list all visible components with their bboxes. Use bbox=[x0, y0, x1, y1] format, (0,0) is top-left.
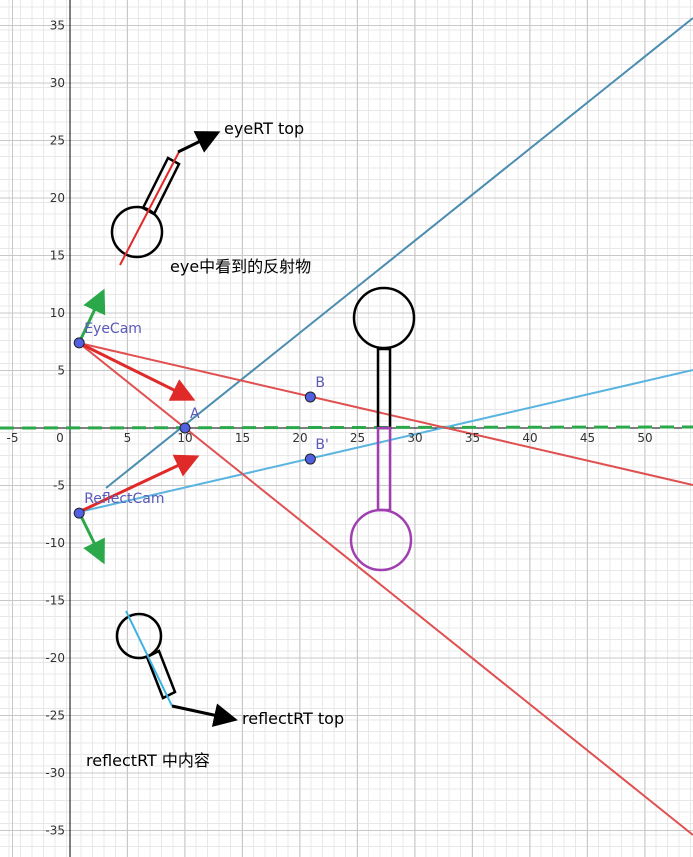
y-tick-label: -25 bbox=[45, 709, 65, 723]
annotation: reflectRT top bbox=[242, 709, 344, 728]
x-tick-label: -5 bbox=[7, 431, 19, 445]
arrow bbox=[78, 341, 196, 401]
point bbox=[73, 337, 85, 349]
y-tick-label: -10 bbox=[45, 536, 65, 550]
reflect-rt bbox=[125, 610, 173, 707]
annotation: eye中看到的反射物 bbox=[170, 257, 311, 276]
point-label: B' bbox=[315, 437, 328, 453]
x-tick-label: 5 bbox=[124, 431, 132, 445]
point bbox=[73, 507, 85, 519]
y-tick-label: 25 bbox=[50, 134, 65, 148]
arrow bbox=[171, 703, 238, 727]
x-tick-label: 30 bbox=[407, 431, 422, 445]
reflection-head bbox=[349, 508, 413, 572]
y-tick-label: -5 bbox=[53, 479, 65, 493]
y-tick-label: -20 bbox=[45, 651, 65, 665]
x-tick-label: 10 bbox=[177, 431, 192, 445]
y-tick-label: 15 bbox=[50, 249, 65, 263]
y-tick-label: -35 bbox=[45, 824, 65, 838]
arrow bbox=[177, 131, 221, 154]
point-label: ReflectCam bbox=[84, 491, 164, 507]
y-tick-label: -30 bbox=[45, 766, 65, 780]
x-tick-label: 40 bbox=[522, 431, 537, 445]
points: EyeCam ReflectCam A B B' bbox=[73, 321, 329, 519]
eye-head bbox=[110, 205, 164, 259]
arrow bbox=[78, 454, 200, 514]
point-label: A bbox=[190, 406, 200, 422]
y-tick-label: 30 bbox=[50, 76, 65, 90]
y-tick-label: 5 bbox=[57, 364, 65, 378]
y-tick-label: 10 bbox=[50, 306, 65, 320]
arrow bbox=[77, 288, 106, 344]
point bbox=[304, 391, 316, 403]
x-tick-label: 35 bbox=[465, 431, 480, 445]
line bbox=[78, 369, 693, 513]
x-tick-label: 20 bbox=[292, 431, 307, 445]
arrow bbox=[77, 511, 105, 565]
eye-rt bbox=[119, 149, 181, 266]
line bbox=[105, 17, 693, 489]
annotation: reflectRT 中内容 bbox=[86, 751, 210, 770]
x-tick-label: 50 bbox=[637, 431, 652, 445]
point-label: EyeCam bbox=[84, 321, 142, 337]
point-label: B bbox=[315, 375, 325, 391]
y-tick-label: 35 bbox=[50, 19, 65, 33]
line bbox=[78, 342, 693, 486]
x-tick-label: 45 bbox=[580, 431, 595, 445]
reflect-head bbox=[115, 612, 163, 660]
annotation: eyeRT top bbox=[224, 119, 304, 138]
point bbox=[304, 453, 316, 465]
x-tick-label: 0 bbox=[56, 431, 64, 445]
x-tick-label: 25 bbox=[350, 431, 365, 445]
object-head bbox=[352, 286, 416, 350]
mirror-plane bbox=[0, 425, 693, 430]
reflect-body bbox=[145, 649, 177, 700]
point bbox=[179, 422, 191, 434]
y-tick-label: -15 bbox=[45, 594, 65, 608]
x-tick-label: 15 bbox=[235, 431, 250, 445]
object-body bbox=[376, 347, 392, 430]
eye-body bbox=[141, 156, 181, 216]
y-tick-label: 20 bbox=[50, 191, 65, 205]
